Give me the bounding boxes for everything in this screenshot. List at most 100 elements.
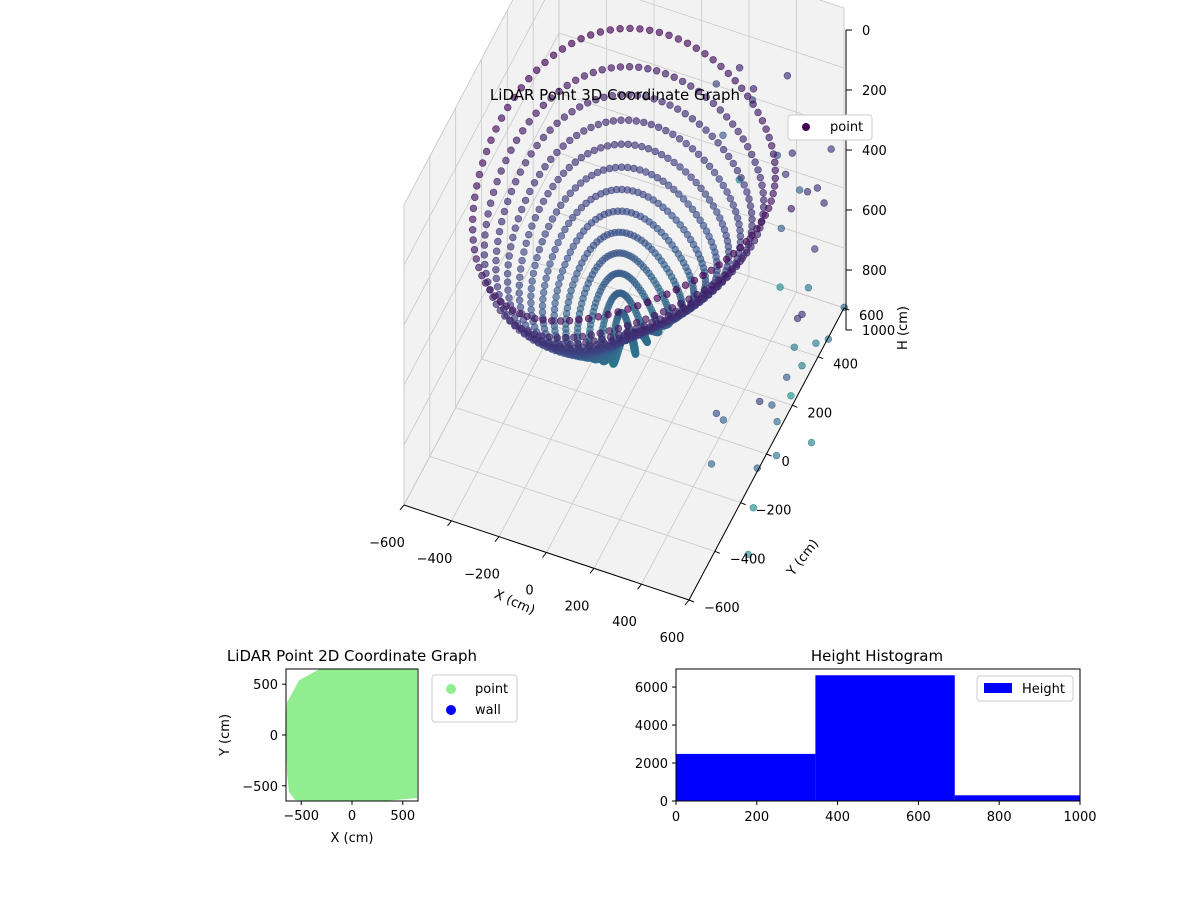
scatter-point-3d [631,141,639,149]
scatter-point-3d [699,271,707,280]
scatter-point-3d [598,66,606,74]
scatter-point-3d [793,314,802,323]
scatter-point-3d [565,317,574,325]
scatter-point-3d [566,189,574,197]
scatter-point-3d [491,292,499,300]
scatter-point-3d [701,190,710,198]
scatter-point-3d [733,214,742,222]
scatter-point-3d [731,76,739,85]
scatter-point-3d [724,69,732,78]
z-tick-label-3d: 200 [862,84,887,99]
scatter-point-3d [636,166,644,174]
histogram-title: Height Histogram [811,647,943,665]
scatter-point-3d [692,178,700,187]
scatter-point-3d [744,550,752,559]
scatter-point-3d [820,199,828,207]
scatter-point-3d [759,189,767,197]
x-axis-label-2d: X (cm) [331,831,374,846]
grid-line-z [403,92,560,386]
scatter-point-3d [749,85,758,93]
scatter-point-3d [535,170,544,179]
scatter-point-3d [561,260,569,269]
y-tick-3d [792,404,798,408]
scatter-point-3d [632,318,641,327]
scatter-point-3d [687,82,695,90]
scatter-point-3d [722,113,731,121]
scatter-point-3d [566,340,574,348]
scatter-point-3d [787,392,795,400]
scatter-point-3d [617,116,625,124]
scatter-point-3d [549,51,558,59]
scatter-point-3d [548,253,557,261]
scatter-point-3d [504,261,512,269]
scatter-point-3d [803,188,812,196]
scatter-point-3d [726,194,735,203]
scatter-point-3d [722,255,731,263]
scatter-point-3d [747,150,756,159]
scatter-point-3d [492,247,501,255]
y-axis-label-3d: Y (cm) [784,537,822,580]
scatter-point-3d [675,190,683,198]
y-tick-3d [740,502,746,506]
scatter-point-3d [788,149,796,157]
scatter-point-3d [663,207,672,215]
scatter-point-3d [624,305,632,313]
y-tick-label-histogram: 2000 [635,757,668,772]
scatter-point-3d [813,184,822,192]
scatter-point-3d [798,362,806,370]
scatter-point-3d [773,417,781,426]
scatter-point-3d [609,117,618,125]
histogram-bar [676,753,816,801]
scatter-point-3d [507,187,516,196]
z-axis-label-3d: H (cm) [896,306,911,350]
scatter-point-3d [655,28,664,37]
z-tick-label-3d: 600 [862,204,887,219]
scatter-point-3d [557,201,565,210]
scatter-point-3d [650,95,658,103]
legend-2d-label-wall: wall [475,703,501,718]
scatter-point-3d [735,220,743,228]
scatter-point-3d [747,243,755,251]
y-tick-label-3d: −200 [756,504,792,519]
scatter-point-3d [755,397,764,406]
scatter-point-3d [504,286,512,294]
scatter-point-3d [551,299,559,307]
legend-2d-label-point: point [475,682,508,697]
scatter-point-3d [675,135,684,143]
scatter-point-3d [584,314,593,323]
scatter-point-3d [652,67,661,75]
scatter-point-3d [677,299,685,308]
scatter-point-3d [515,289,523,297]
y-tick-label-3d: 600 [859,309,884,324]
scatter-point-3d [757,218,766,226]
scatter-point-3d [516,303,525,311]
scatter-point-3d [528,277,536,285]
scatter-point-3d [746,202,755,210]
scatter-point-3d [480,251,488,259]
scatter-point-3d [527,305,535,314]
x-tick-3d [542,552,547,558]
scatter-point-3d [753,225,761,233]
scatter-point-3d [539,133,548,142]
scatter-point-3d [740,181,748,189]
scatter-point-3d [658,97,666,106]
scatter-point-3d [709,56,717,64]
scatter-point-3d [541,58,549,67]
grid-line-z [638,0,845,69]
legend-2d-marker-point [446,684,456,694]
scatter-point-3d [705,196,714,204]
scatter-point-3d [475,263,483,272]
scatter-point-3d [771,158,779,167]
scatter-point-3d [719,181,727,190]
scatter-point-3d [758,181,766,189]
x-tick-3d [684,599,690,606]
scatter-point-3d [505,294,513,302]
scatter-point-3d [505,252,513,260]
scatter-point-3d [723,188,731,196]
scatter-point-3d [556,317,565,325]
scatter-point-3d [533,253,541,262]
scatter-point-3d [715,261,723,269]
x-tick-label-3d: 0 [525,584,533,599]
scatter-point-3d [626,24,634,33]
x-tick-label-3d: 400 [612,615,637,630]
